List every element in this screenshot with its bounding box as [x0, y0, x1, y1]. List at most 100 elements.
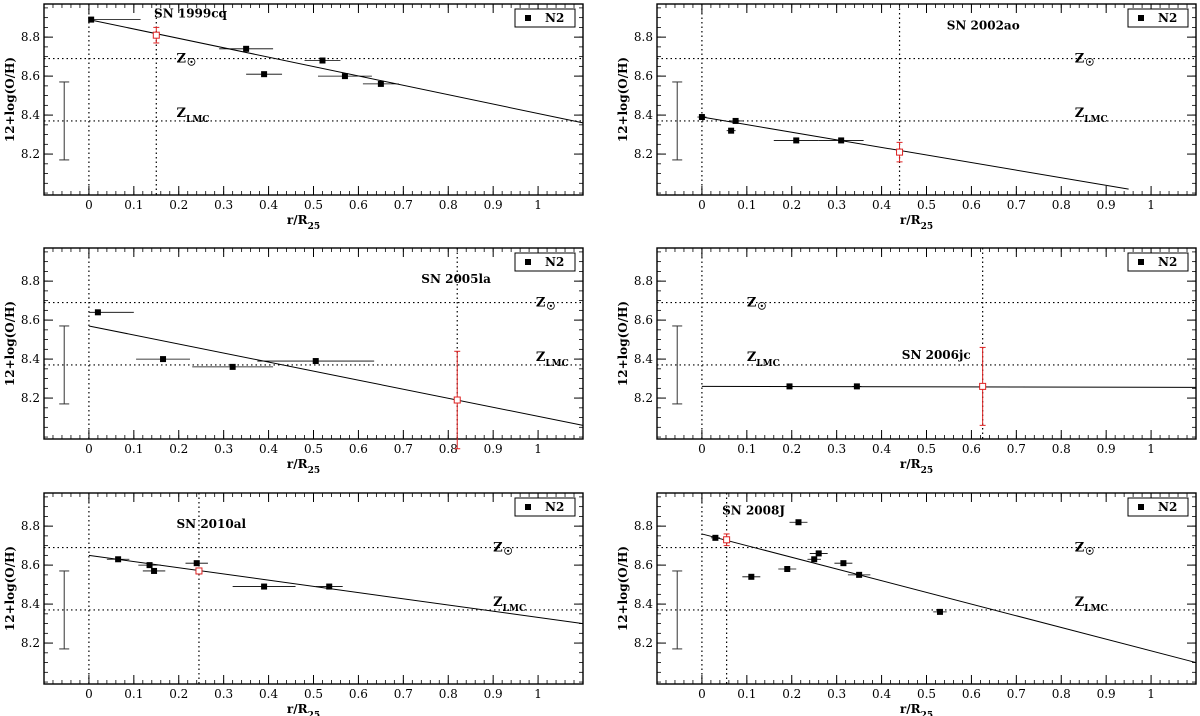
n2-data-point: [856, 571, 863, 578]
x-tick-label: 0.7: [394, 442, 413, 456]
x-tick-label: 0: [85, 198, 93, 212]
n2-data-point: [712, 534, 719, 541]
x-tick-label: 1: [534, 687, 542, 701]
legend-box: [1127, 8, 1189, 28]
x-axis-label: r/R25: [287, 457, 320, 476]
legend-marker: [1138, 15, 1144, 21]
n2-data-point: [193, 560, 200, 567]
x-axis-label: r/R25: [287, 213, 320, 232]
x-tick-label: 0.5: [304, 442, 323, 456]
x-tick-label: 0.2: [782, 198, 801, 212]
gradient-fit-line: [88, 19, 584, 124]
x-tick-label: 0.2: [782, 687, 801, 701]
legend-marker: [1138, 504, 1144, 510]
zsun-label: Z☉: [177, 51, 197, 68]
sn-data-point: [152, 31, 160, 39]
x-axis-label: r/R25: [287, 702, 320, 716]
zlmc-label: ZLMC: [1075, 595, 1108, 614]
zsun-label: Z☉: [1075, 540, 1095, 557]
panel-sn-2010al: 0 0.1 0.2 0.3 0.4 0.5 0.6 0.7 0.8 0.9 1 8.2 8.4 8.6 8.…: [3, 492, 584, 716]
sn-data-point: [979, 382, 987, 390]
legend-marker: [1138, 259, 1144, 265]
y-tick-label: 8.6: [634, 313, 653, 327]
x-tick-label: 0.1: [737, 198, 756, 212]
y-tick-label: 8.6: [21, 69, 40, 83]
x-tick-label: 0.9: [1097, 198, 1116, 212]
x-tick-label: 0.7: [394, 687, 413, 701]
sn-label: SN 2002ao: [947, 18, 1020, 32]
y-tick-label: 8.8: [634, 30, 653, 44]
sn-label: SN 2010al: [177, 517, 247, 531]
x-tick-label: 0.2: [169, 442, 188, 456]
n2-data-point: [793, 137, 800, 144]
x-tick-label: 0: [698, 442, 706, 456]
zsun-label: Z☉: [536, 295, 556, 312]
sn-label: SN 2008J: [722, 503, 785, 517]
n2-data-point: [319, 57, 326, 64]
x-tick-label: 0.6: [962, 442, 981, 456]
legend-label: N2: [545, 255, 564, 269]
x-tick-label: 1: [1147, 687, 1155, 701]
y-tick-label: 8.2: [634, 391, 653, 405]
x-tick-label: 0.4: [872, 687, 891, 701]
x-tick-label: 0.5: [917, 687, 936, 701]
gradient-fit-line: [88, 554, 584, 625]
n2-data-point: [786, 383, 793, 390]
x-tick-label: 0.9: [484, 442, 503, 456]
n2-data-point: [795, 519, 802, 526]
n2-data-point: [936, 608, 943, 615]
x-tick-label: 0.4: [259, 198, 278, 212]
y-axis-label: 12+log(O/H): [616, 57, 630, 142]
n2-data-point: [312, 358, 319, 365]
y-tick-label: 8.4: [21, 597, 40, 611]
n2-data-point: [146, 562, 153, 569]
x-tick-label: 0: [85, 687, 93, 701]
plot-frame: [43, 492, 584, 685]
gradient-fit-line: [701, 116, 1129, 190]
zlmc-label: ZLMC: [177, 106, 210, 125]
y-tick-label: 8.4: [634, 108, 653, 122]
zsun-label: Z☉: [493, 540, 512, 557]
x-tick-label: 0.3: [827, 687, 846, 701]
x-tick-label: 0.1: [124, 687, 143, 701]
n2-data-point: [326, 583, 333, 590]
sn-data-point: [453, 396, 461, 404]
n2-data-point: [115, 556, 122, 563]
y-tick-label: 8.6: [634, 558, 653, 572]
n2-data-point: [853, 383, 860, 390]
x-tick-label: 0.6: [962, 687, 981, 701]
x-axis-label: r/R25: [900, 702, 933, 716]
x-tick-label: 1: [534, 198, 542, 212]
legend-box: [514, 497, 576, 517]
panel-sn-1999cq: 0 0.1 0.2 0.3 0.4 0.5 0.6 0.7 0.8 0.9 1 8.2 8.4 8.6 8.…: [3, 3, 584, 232]
y-tick-label: 8.2: [21, 391, 40, 405]
panel-sn-2006jc: 0 0.1 0.2 0.3 0.4 0.5 0.6 0.7 0.8 0.9 1 8.2 8.4 8.6 8.…: [616, 247, 1197, 476]
legend-box: [514, 252, 576, 272]
zsun-label: Z☉: [747, 295, 767, 312]
x-tick-label: 0.3: [214, 198, 233, 212]
y-tick-label: 8.2: [634, 636, 653, 650]
panel-sn-2002ao: 0 0.1 0.2 0.3 0.4 0.5 0.6 0.7 0.8 0.9 1 8.2 8.4 8.6 8.…: [616, 3, 1197, 232]
y-tick-label: 8.4: [634, 352, 653, 366]
n2-data-point: [784, 566, 791, 573]
x-tick-label: 0.9: [1097, 687, 1116, 701]
zlmc-label: ZLMC: [1075, 106, 1108, 125]
x-tick-label: 0.4: [259, 442, 278, 456]
x-axis-label: r/R25: [900, 213, 933, 232]
x-tick-label: 0: [85, 442, 93, 456]
x-tick-label: 0.1: [124, 442, 143, 456]
sn-data-point: [896, 148, 904, 156]
legend-marker: [525, 15, 531, 21]
n2-data-point: [151, 567, 158, 574]
x-tick-label: 1: [1147, 442, 1155, 456]
x-tick-label: 0.8: [1052, 198, 1071, 212]
x-tick-label: 0.9: [484, 198, 503, 212]
n2-data-point: [811, 556, 818, 563]
y-axis-label: 12+log(O/H): [616, 301, 630, 386]
y-tick-label: 8.4: [634, 597, 653, 611]
y-axis-label: 12+log(O/H): [3, 546, 17, 631]
sn-label: SN 1999cq: [154, 7, 228, 21]
zlmc-label: ZLMC: [747, 350, 780, 369]
x-axis-label: r/R25: [900, 457, 933, 476]
